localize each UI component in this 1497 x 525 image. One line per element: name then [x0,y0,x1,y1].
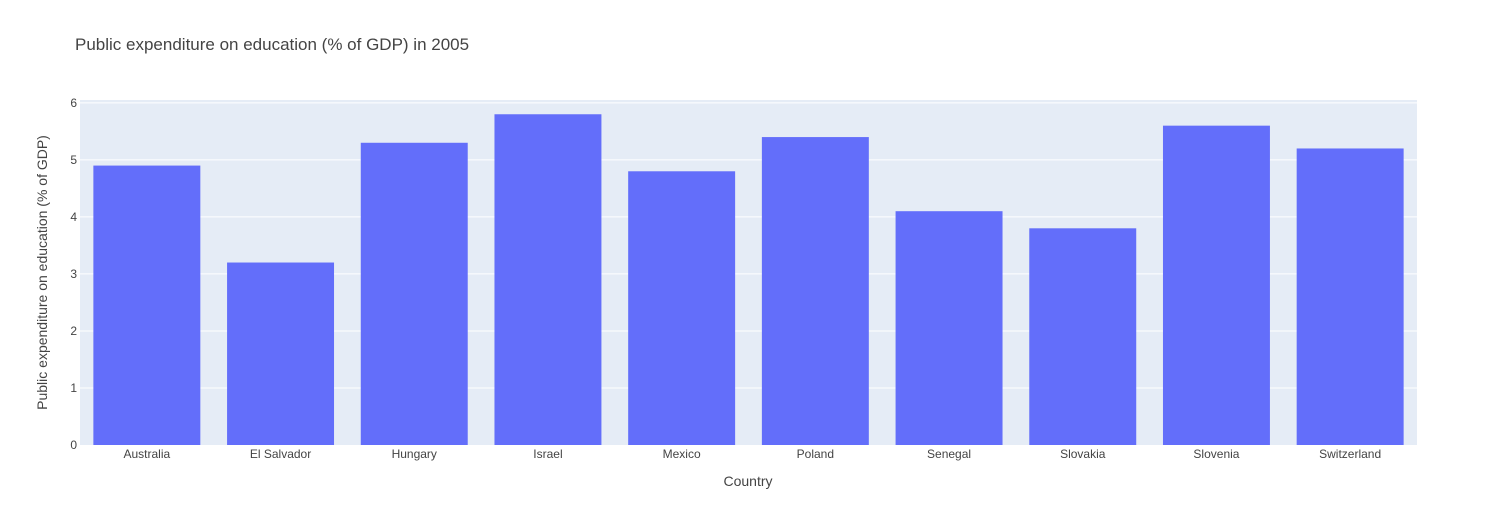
bars [93,114,1404,446]
y-tick-label: 3 [70,267,77,281]
bar-hungary[interactable] [360,142,468,445]
bar-mexico[interactable] [628,171,736,445]
bar-senegal[interactable] [895,211,1003,445]
x-tick-label: El Salvador [250,447,311,461]
y-axis-ticks: 0 1 2 3 4 5 6 [70,96,77,452]
y-tick-label: 6 [70,96,77,110]
bar-el-salvador[interactable] [227,262,335,445]
x-tick-label: Israel [533,447,562,461]
y-tick-label: 5 [70,153,77,167]
x-tick-label: Poland [797,447,834,461]
x-tick-label: Senegal [927,447,971,461]
y-tick-label: 2 [70,324,77,338]
x-tick-label: Slovenia [1193,447,1239,461]
bar-switzerland[interactable] [1296,148,1404,445]
x-tick-label: Slovakia [1060,447,1106,461]
x-axis-title: Country [723,473,772,489]
y-tick-label: 0 [70,438,77,452]
y-tick-label: 4 [70,210,77,224]
y-axis-title: Public expenditure on education (% of GD… [34,135,50,410]
chart-title: Public expenditure on education (% of GD… [75,35,469,54]
x-tick-label: Hungary [392,447,437,461]
bar-slovenia[interactable] [1162,125,1270,445]
x-tick-label: Switzerland [1319,447,1381,461]
bar-australia[interactable] [93,165,201,446]
bar-slovakia[interactable] [1029,228,1137,445]
bar-poland[interactable] [761,137,869,446]
y-tick-label: 1 [70,381,77,395]
x-tick-label: Mexico [663,447,701,461]
x-tick-label: Australia [124,447,171,461]
bar-israel[interactable] [494,114,602,445]
x-axis-ticks: Australia El Salvador Hungary Israel Mexico P… [124,447,1382,461]
